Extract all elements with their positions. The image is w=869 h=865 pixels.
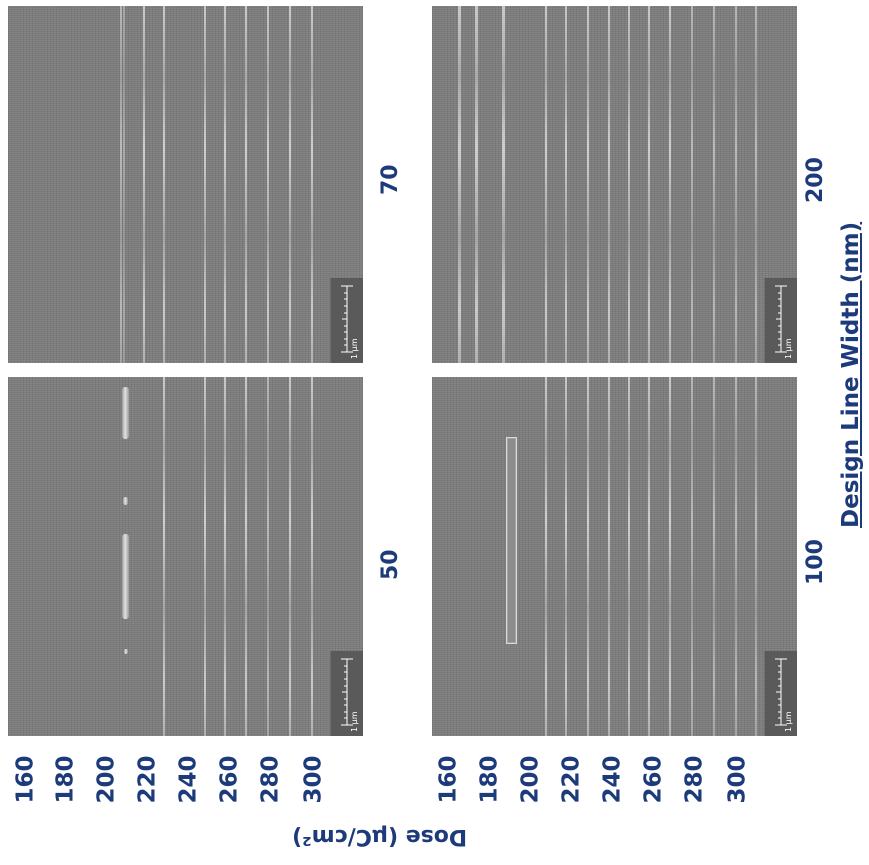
sem-line-segment <box>122 534 129 619</box>
sem-line <box>120 6 122 363</box>
sem-panel-70nm: 1 µm <box>8 6 363 363</box>
scale-bar-label: 1 µm <box>350 338 359 359</box>
sem-line-segment <box>122 387 129 439</box>
sem-line-segment <box>124 649 128 654</box>
sem-line <box>267 377 269 736</box>
dose-tick: 180 <box>476 755 503 804</box>
sem-line <box>713 6 715 363</box>
sem-line <box>691 6 693 363</box>
sem-line <box>587 377 589 736</box>
sem-line <box>587 6 589 363</box>
sem-line <box>289 6 291 363</box>
sem-panel-50nm: 1 µm <box>8 377 363 736</box>
dose-tick: 160 <box>12 755 39 804</box>
dose-tick: 200 <box>517 755 544 804</box>
sem-line-segment <box>123 497 128 505</box>
sem-line <box>224 377 226 736</box>
scale-bar: 1 µm <box>764 278 797 363</box>
sem-line <box>755 6 757 363</box>
sem-line <box>245 6 247 363</box>
scale-bar-label: 1 µm <box>784 338 793 359</box>
dose-tick: 240 <box>175 755 202 804</box>
sem-line <box>458 6 461 363</box>
sem-panel-200nm: 1 µm <box>432 6 797 363</box>
dose-tick: 280 <box>257 755 284 804</box>
dose-tick: 200 <box>93 755 120 804</box>
dose-tick: 220 <box>558 755 585 804</box>
sem-line <box>204 6 206 363</box>
sem-line <box>475 6 478 363</box>
sem-line <box>691 377 693 736</box>
sem-line <box>163 377 165 736</box>
sem-line <box>545 6 547 363</box>
sem-line <box>502 6 505 363</box>
dose-tick: 180 <box>52 755 79 804</box>
sem-line <box>735 6 737 363</box>
dose-axis-title: Dose (µC/cm²) <box>292 824 468 849</box>
sem-line <box>123 6 125 363</box>
sem-line <box>669 377 671 736</box>
sem-line <box>608 6 610 363</box>
sem-line <box>565 6 567 363</box>
sem-line <box>628 6 630 363</box>
sem-line <box>245 377 247 736</box>
design-width-label-100: 100 <box>803 539 828 585</box>
dose-tick: 260 <box>216 755 243 804</box>
scale-bar: 1 µm <box>764 651 797 736</box>
sem-line <box>713 377 715 736</box>
sem-line <box>669 6 671 363</box>
sem-line <box>267 6 269 363</box>
dose-tick: 240 <box>599 755 626 804</box>
sem-line <box>311 377 313 736</box>
sem-panel-100nm: 1 µm <box>432 377 797 736</box>
sem-line <box>311 6 313 363</box>
dose-tick: 300 <box>724 755 751 804</box>
dose-tick: 300 <box>300 755 327 804</box>
sem-line <box>545 377 547 736</box>
sem-line <box>648 377 650 736</box>
scale-bar: 1 µm <box>330 278 363 363</box>
design-width-label-50: 50 <box>378 549 403 580</box>
scale-bar-label: 1 µm <box>350 711 359 732</box>
sem-line <box>143 6 145 363</box>
dose-tick: 220 <box>134 755 161 804</box>
dose-tick: 280 <box>681 755 708 804</box>
scale-bar-label: 1 µm <box>784 711 793 732</box>
sem-line <box>224 6 226 363</box>
design-width-label-200: 200 <box>803 157 828 203</box>
dose-tick: 260 <box>640 755 667 804</box>
sem-line <box>289 377 291 736</box>
sem-line <box>648 6 650 363</box>
x-axis-title: Design Line Width (nm) <box>838 221 864 528</box>
scale-bar: 1 µm <box>330 651 363 736</box>
sem-line <box>755 377 757 736</box>
design-width-label-70: 70 <box>378 164 403 195</box>
sem-line <box>608 377 610 736</box>
dose-tick: 160 <box>435 755 462 804</box>
sem-line <box>163 6 165 363</box>
sem-line <box>565 377 567 736</box>
sem-line <box>628 377 630 736</box>
sem-line <box>204 377 206 736</box>
sem-line <box>735 377 737 736</box>
sem-wide-line <box>506 437 517 644</box>
